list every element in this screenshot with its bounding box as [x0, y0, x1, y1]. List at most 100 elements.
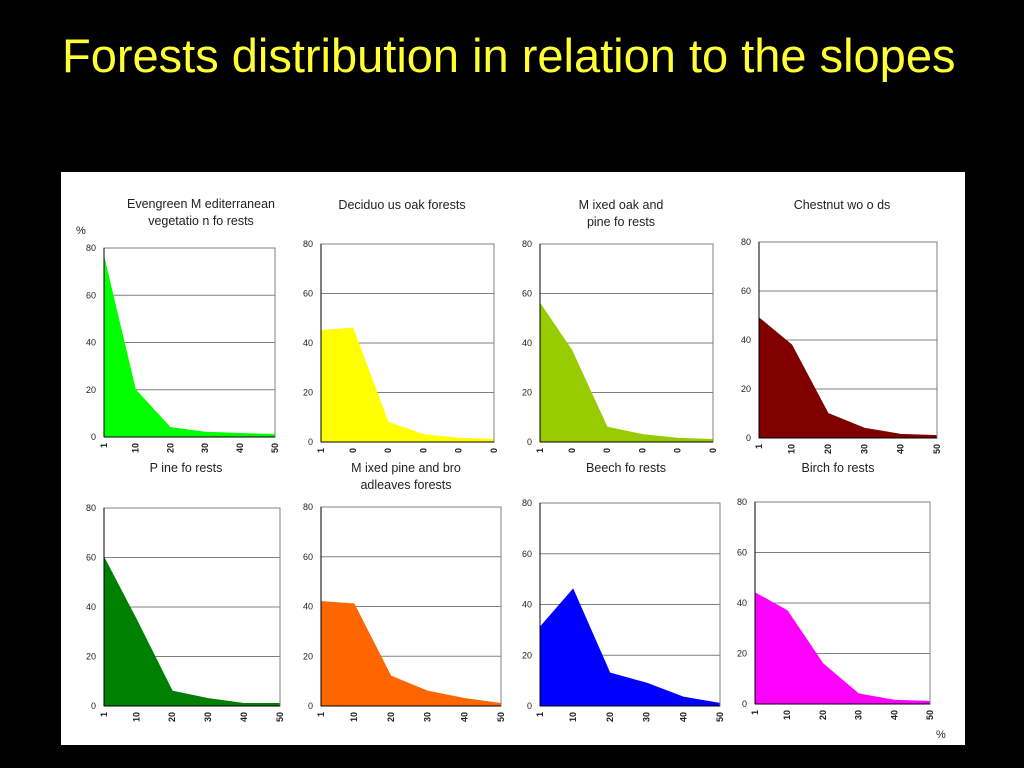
chart-title-line: M ixed oak and — [579, 198, 664, 212]
x-tick-label: 50 — [275, 712, 285, 722]
x-tick-label: 20 — [167, 712, 177, 722]
y-tick-label: 60 — [86, 553, 96, 563]
x-tick-label: 30 — [854, 710, 864, 720]
chart-title-line: Deciduo us oak forests — [338, 198, 465, 212]
y-tick-label: 0 — [91, 432, 96, 442]
y-tick-label: 60 — [522, 549, 532, 559]
x-tick-label: 0 — [418, 448, 428, 453]
y-tick-label: 80 — [303, 239, 313, 249]
chart-1: Evengreen M editerranean vegetatio n fo r… — [76, 197, 280, 453]
y-tick-label: 20 — [86, 385, 96, 395]
x-tick-label: 10 — [131, 712, 141, 722]
x-tick-label: 50 — [715, 712, 725, 722]
chart-title-line: pine fo rests — [587, 215, 655, 229]
y-tick-label: 0 — [527, 701, 532, 711]
chart-title-line: Evengreen M editerranean — [127, 197, 275, 211]
slide-title: Forests distribution in relation to the … — [62, 29, 956, 82]
y-tick-label: 20 — [303, 388, 313, 398]
x-tick-label: 1 — [535, 712, 545, 717]
area-series — [320, 600, 502, 707]
y-tick-label: 80 — [741, 237, 751, 247]
x-tick-label: 40 — [239, 712, 249, 722]
y-tick-label: 0 — [308, 437, 313, 447]
chart-title-line: P ine fo rests — [150, 461, 223, 475]
x-tick-label: 0 — [348, 448, 358, 453]
x-tick-label: 0 — [454, 448, 464, 453]
x-tick-label: 20 — [818, 710, 828, 720]
x-tick-label: 1 — [535, 448, 545, 453]
x-tick-label: 20 — [165, 443, 175, 453]
x-tick-label: 30 — [859, 444, 869, 454]
x-tick-label: 1 — [754, 444, 764, 449]
y-tick-label: 40 — [522, 600, 532, 610]
area-series — [320, 327, 495, 443]
y-tick-label: 40 — [522, 338, 532, 348]
x-tick-label: 40 — [889, 710, 899, 720]
chart-title-line: Beech fo rests — [586, 461, 666, 475]
x-tick-label: 0 — [602, 448, 612, 453]
y-tick-label: 80 — [522, 498, 532, 508]
y-tick-label: 40 — [86, 338, 96, 348]
y-tick-label: 20 — [741, 384, 751, 394]
y-tick-label: 80 — [737, 497, 747, 507]
y-tick-label: 80 — [86, 503, 96, 513]
x-tick-label: 40 — [459, 712, 469, 722]
x-tick-label: 30 — [200, 443, 210, 453]
y-tick-label: 40 — [303, 338, 313, 348]
y-tick-label: 0 — [91, 701, 96, 711]
x-tick-label: 1 — [316, 448, 326, 453]
y-tick-label: 80 — [303, 502, 313, 512]
chart-6: M ixed pine and bro adleaves forests 0 20 40… — [303, 461, 506, 722]
y-tick-label: 40 — [303, 602, 313, 612]
y-tick-label: 0 — [746, 433, 751, 443]
y-tick-label: 0 — [527, 437, 532, 447]
y-tick-label: 60 — [303, 289, 313, 299]
x-tick-label: 10 — [349, 712, 359, 722]
area-series — [539, 301, 714, 443]
x-tick-label: 0 — [708, 448, 718, 453]
x-tick-label: 40 — [235, 443, 245, 453]
chart-title-line: Chestnut wo o ds — [794, 198, 891, 212]
chart-title-line: Birch fo rests — [802, 461, 875, 475]
x-tick-label: 10 — [782, 710, 792, 720]
chart-title-line: vegetatio n fo rests — [148, 214, 254, 228]
x-tick-label: 1 — [316, 712, 326, 717]
y-tick-label: 40 — [86, 602, 96, 612]
y-tick-label: 40 — [741, 335, 751, 345]
x-tick-label: 30 — [203, 712, 213, 722]
chart-title-line: adleaves forests — [360, 478, 451, 492]
x-tick-label: 30 — [423, 712, 433, 722]
x-tick-label: 50 — [496, 712, 506, 722]
x-tick-label: 0 — [567, 448, 577, 453]
x-tick-label: 1 — [99, 443, 109, 448]
y-tick-label: 20 — [303, 651, 313, 661]
area-series — [539, 588, 721, 707]
y-tick-label: 60 — [86, 290, 96, 300]
x-tick-label: 50 — [925, 710, 935, 720]
y-tick-label: 60 — [737, 548, 747, 558]
chart-7: Beech fo rests 0 20 40 60 80 1 10 20 30 40 50 — [522, 461, 725, 722]
x-tick-label: 50 — [270, 443, 280, 453]
y-tick-label: 0 — [742, 699, 747, 709]
x-tick-label: 10 — [568, 712, 578, 722]
x-tick-label: 0 — [637, 448, 647, 453]
y-tick-label: 60 — [741, 286, 751, 296]
area-series — [103, 557, 281, 707]
chart-8: Birch fo rests 0 20 40 60 80 1 10 20 30 40 50% — [737, 461, 946, 741]
charts-svg: Evengreen M editerranean vegetatio n fo r… — [76, 197, 946, 741]
area-series — [754, 592, 931, 705]
x-tick-label: 1 — [99, 712, 109, 717]
x-tick-label: 10 — [130, 443, 140, 453]
y-tick-label: 0 — [308, 701, 313, 711]
x-tick-label: 20 — [823, 444, 833, 454]
x-tick-label: 20 — [605, 712, 615, 722]
y-tick-label: 80 — [522, 239, 532, 249]
x-unit-label: % — [936, 729, 946, 741]
chart-title-line: M ixed pine and bro — [351, 461, 461, 475]
x-tick-label: 0 — [673, 448, 683, 453]
y-tick-label: 60 — [303, 552, 313, 562]
y-tick-label: 40 — [737, 598, 747, 608]
x-tick-label: 30 — [642, 712, 652, 722]
